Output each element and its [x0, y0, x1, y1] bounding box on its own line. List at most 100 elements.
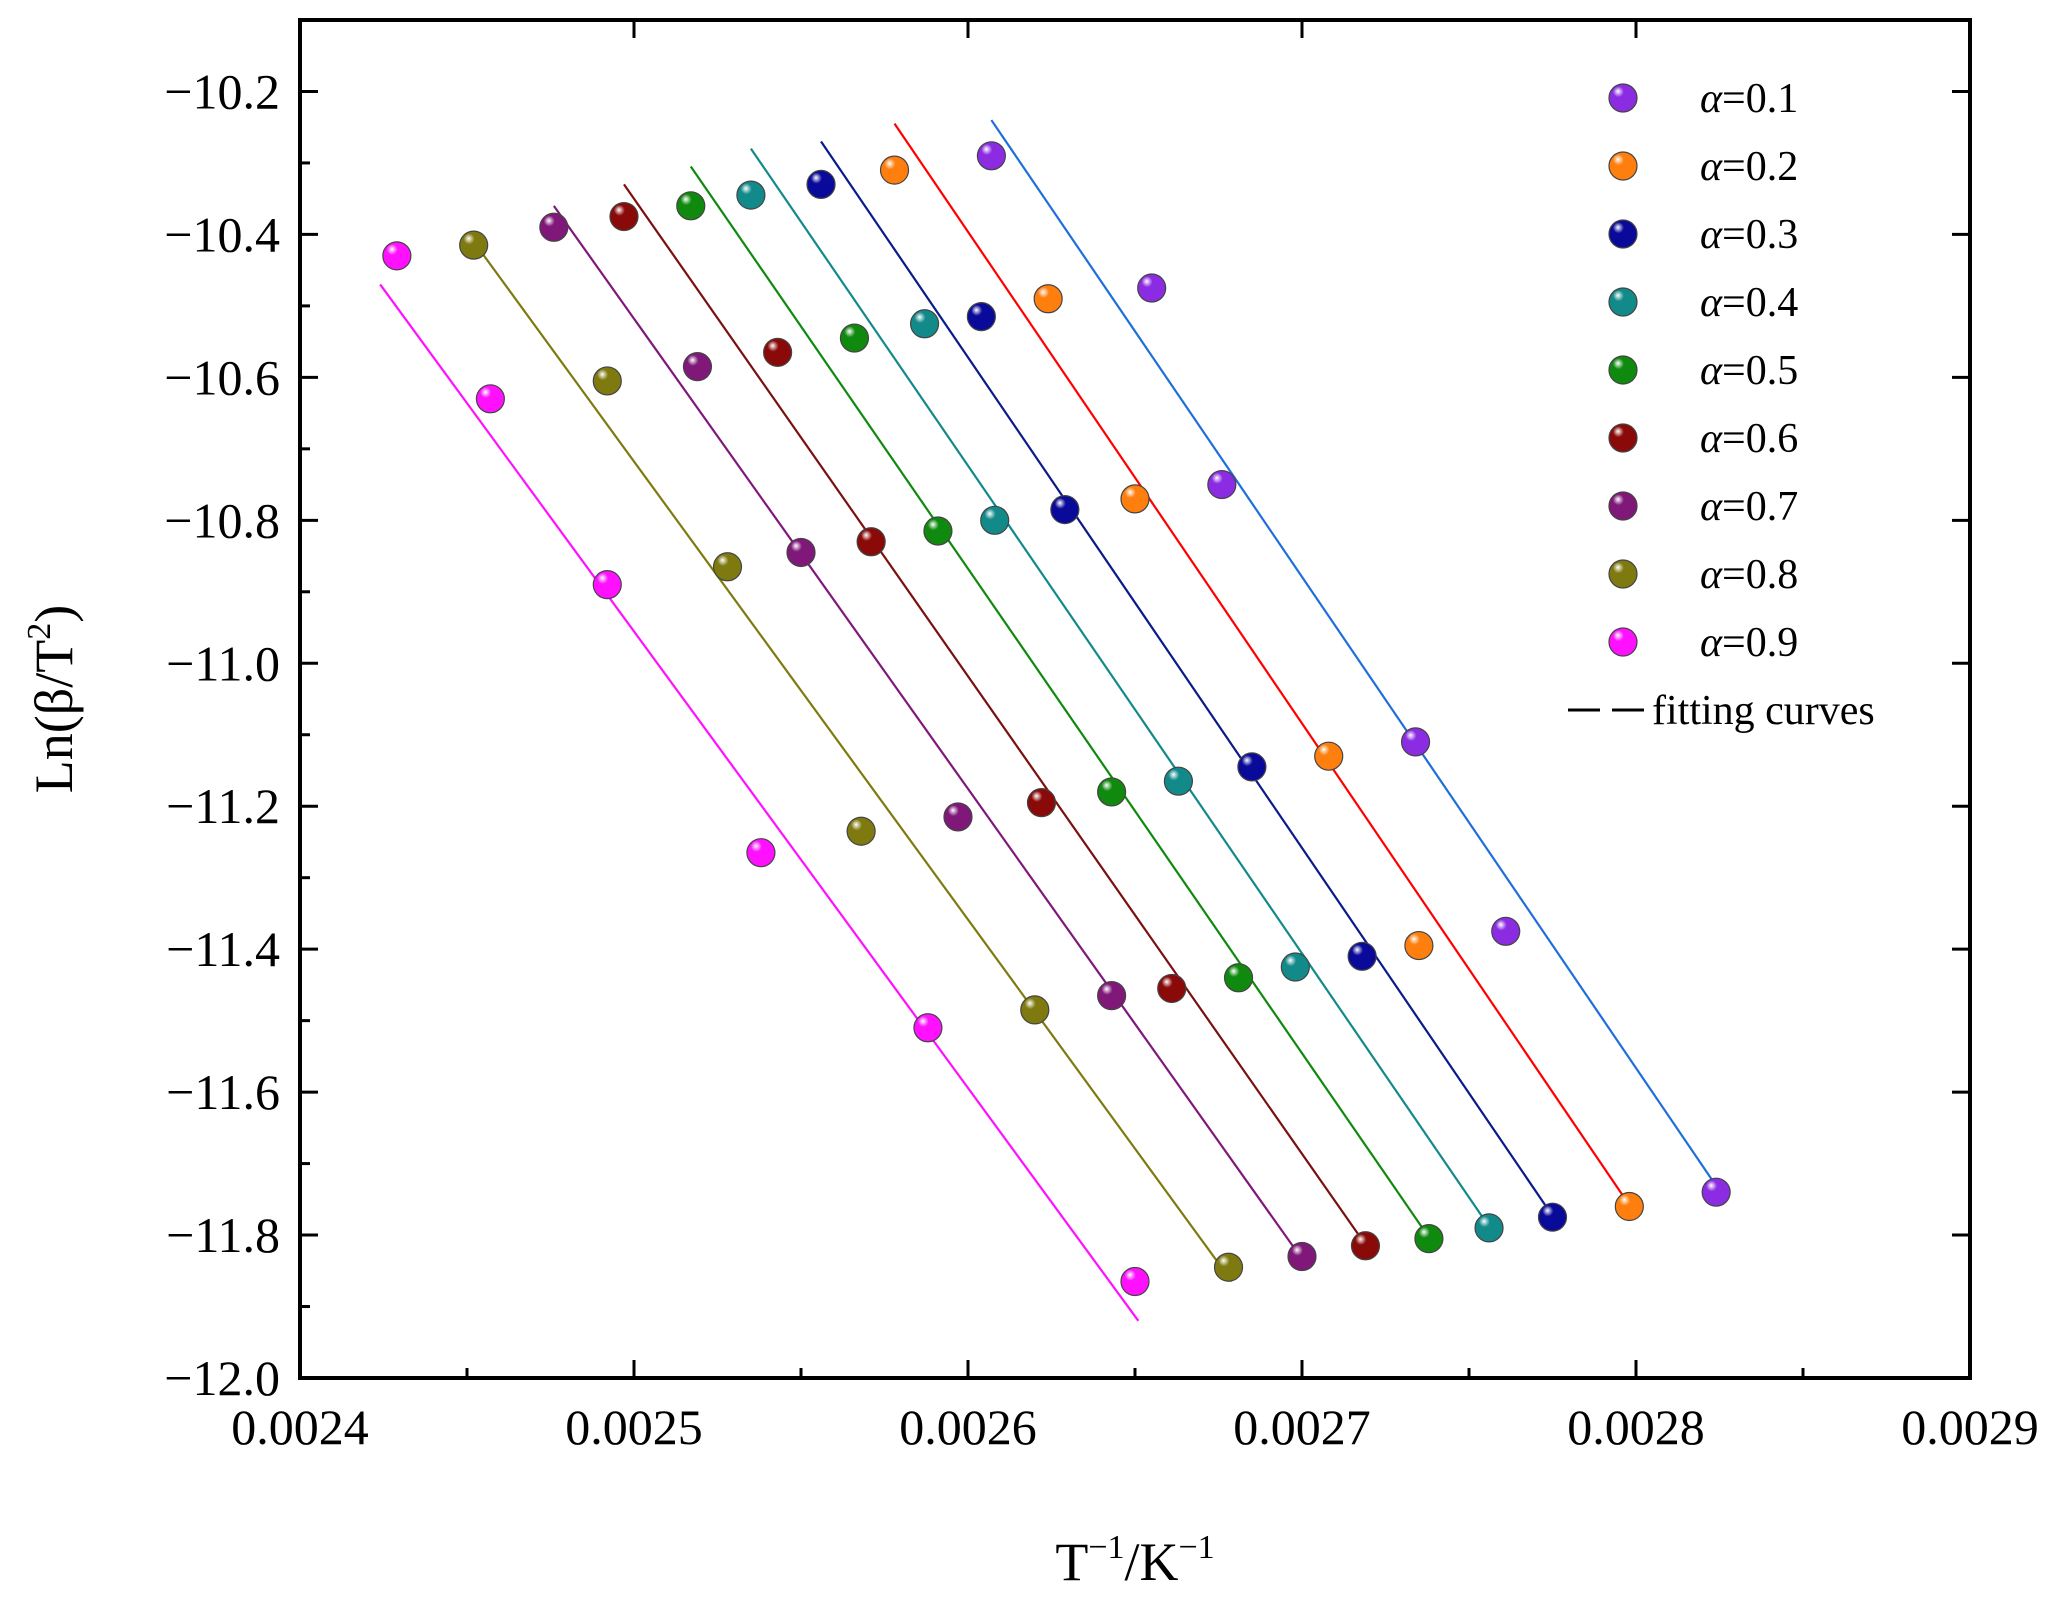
fit-lines — [379, 119, 1724, 1322]
data-point — [539, 212, 569, 242]
data-points — [382, 141, 1731, 1297]
legend-label: α=0.4 — [1700, 280, 1798, 326]
legend-marker — [1608, 559, 1638, 589]
data-point — [1033, 284, 1063, 314]
data-point — [806, 169, 836, 199]
x-title-sup1: −1 — [1088, 1529, 1124, 1566]
data-point — [1050, 494, 1080, 525]
fit-line — [990, 119, 1724, 1197]
data-point — [786, 537, 816, 568]
y-tick-label: −11.0 — [166, 635, 280, 691]
data-point — [1097, 777, 1127, 807]
legend-label: α=0.8 — [1700, 552, 1798, 598]
legend-marker — [1608, 151, 1638, 181]
legend-alpha-value: =0.5 — [1722, 348, 1798, 394]
legend-label: α=0.9 — [1700, 620, 1798, 666]
y-tick-label: −10.4 — [164, 206, 280, 262]
y-title-pre: Ln(β/T — [24, 640, 84, 793]
y-tick-label: −10.2 — [164, 63, 280, 119]
data-point — [712, 552, 743, 582]
data-point — [1207, 469, 1237, 500]
data-point — [943, 802, 973, 832]
data-point — [1537, 1202, 1568, 1232]
data-point — [746, 838, 776, 868]
fit-line — [472, 240, 1233, 1283]
legend-label: α=0.2 — [1700, 144, 1798, 190]
legend-alpha-value: =0.7 — [1722, 484, 1798, 530]
fit-line — [689, 165, 1434, 1243]
legend-marker — [1608, 355, 1638, 385]
y-tick-label: −12.0 — [164, 1350, 280, 1406]
y-tick-label: −11.6 — [166, 1064, 280, 1120]
legend-alpha-symbol: α — [1700, 416, 1723, 462]
y-title-post: ) — [24, 605, 84, 623]
data-point — [1157, 973, 1187, 1004]
fit-line — [552, 205, 1307, 1265]
data-point — [475, 384, 505, 414]
legend-alpha-symbol: α — [1700, 620, 1723, 666]
data-point — [1350, 1231, 1381, 1261]
data-point — [1491, 916, 1521, 946]
legend-marker — [1608, 627, 1638, 657]
data-point — [592, 366, 622, 396]
data-point — [1280, 952, 1310, 982]
legend-alpha-symbol: α — [1700, 76, 1723, 122]
fit-line — [893, 123, 1634, 1211]
data-point — [592, 570, 622, 600]
axis-ticks — [298, 18, 1972, 1380]
x-tick-label: 0.0025 — [565, 1399, 703, 1455]
data-point — [879, 155, 910, 185]
fit-line — [820, 140, 1557, 1222]
data-point — [923, 516, 953, 546]
y-tick-label: −11.2 — [166, 778, 280, 834]
x-axis-tick-labels: 0.0024 0.0025 0.0026 0.0027 0.0028 0.0029 — [231, 1399, 2039, 1455]
legend-alpha-symbol: α — [1700, 484, 1723, 530]
y-tick-label: −10.8 — [164, 492, 280, 548]
legend: α=0.1α=0.2α=0.3α=0.4α=0.5α=0.6α=0.7α=0.8… — [1568, 76, 1875, 734]
data-point — [1474, 1213, 1504, 1243]
data-point — [1223, 963, 1254, 993]
legend-alpha-symbol: α — [1700, 144, 1723, 190]
legend-label: α=0.5 — [1700, 348, 1798, 394]
data-point — [1137, 273, 1167, 303]
data-point — [913, 1013, 943, 1043]
data-point — [682, 352, 713, 382]
data-point — [909, 309, 940, 339]
legend-alpha-value: =0.3 — [1722, 212, 1798, 258]
legend-alpha-symbol: α — [1700, 212, 1723, 258]
x-tick-label: 0.0029 — [1901, 1399, 2039, 1455]
data-point — [1701, 1177, 1731, 1207]
x-tick-label: 0.0028 — [1567, 1399, 1705, 1455]
y-tick-label: −11.4 — [166, 921, 280, 977]
data-point — [856, 527, 886, 557]
legend-alpha-value: =0.6 — [1722, 416, 1798, 462]
legend-alpha-value: =0.9 — [1722, 620, 1798, 666]
x-title-base: T — [1055, 1532, 1088, 1592]
legend-label: α=0.1 — [1700, 76, 1798, 122]
y-title-sup: 2 — [21, 623, 58, 640]
data-point — [976, 141, 1006, 171]
legend-alpha-symbol: α — [1700, 552, 1723, 598]
data-point — [736, 180, 766, 210]
data-point — [1020, 995, 1050, 1025]
legend-marker — [1608, 83, 1638, 113]
data-point — [1026, 788, 1057, 818]
data-point — [1400, 727, 1431, 757]
data-point — [1414, 1224, 1444, 1254]
legend-marker — [1608, 423, 1638, 453]
legend-alpha-symbol: α — [1700, 280, 1723, 326]
data-point — [1163, 766, 1194, 796]
data-point — [1614, 1191, 1644, 1222]
y-axis-title: Ln(β/T2) — [21, 605, 84, 793]
x-title-sup2: −1 — [1179, 1529, 1215, 1566]
data-point — [609, 201, 639, 232]
legend-alpha-value: =0.1 — [1722, 76, 1798, 122]
data-point — [459, 230, 489, 260]
data-point — [676, 191, 706, 221]
data-point — [1213, 1252, 1244, 1282]
legend-marker — [1608, 219, 1638, 249]
data-point — [839, 323, 870, 353]
data-point — [1404, 930, 1434, 961]
